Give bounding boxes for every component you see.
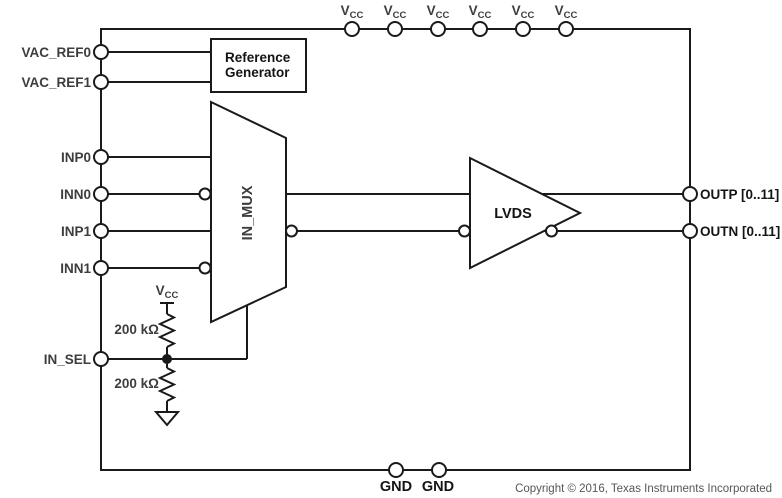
gnd-label-1: GND — [380, 479, 412, 495]
lvds-block — [469, 156, 583, 270]
vcc-label-resistor: VCC — [156, 283, 179, 301]
left-pins: VAC_REF0 VAC_REF1 INP0 INN0 INP1 INN1 IN… — [21, 44, 109, 367]
lvds-input-inversion-bubble — [458, 224, 471, 238]
inp1-label: INP1 — [61, 224, 92, 239]
in-sel-label: IN_SEL — [44, 352, 91, 367]
reference-generator-label-line1: Reference — [225, 50, 291, 65]
vcc-label-1: VCC — [341, 3, 364, 21]
in-mux-block — [210, 100, 287, 324]
inn1-label: INN1 — [60, 261, 91, 276]
right-pins: OUTP [0..11] OUTN [0..11] — [682, 186, 780, 239]
inp0-label: INP0 — [61, 150, 91, 165]
outp-label: OUTP [0..11] — [700, 187, 779, 202]
vcc-label-6: VCC — [555, 3, 578, 21]
resistor-pullup-symbol — [157, 313, 177, 348]
vac-ref0-pin — [93, 44, 109, 60]
inn0-label: INN0 — [60, 187, 91, 202]
junction-dot — [162, 354, 172, 364]
outn-pin — [682, 223, 698, 239]
mux-output-inversion-bubble — [285, 224, 298, 238]
reference-generator-label-line2: Generator — [225, 65, 290, 80]
vac-ref1-label: VAC_REF1 — [21, 75, 91, 90]
reference-generator-block — [210, 38, 307, 93]
rail-loop-wire — [100, 28, 691, 471]
vac-ref0-label: VAC_REF0 — [21, 45, 91, 60]
in-mux-label: IN_MUX — [240, 185, 256, 240]
lvds-label: LVDS — [494, 206, 532, 222]
vcc-pins-top: VCC VCC VCC VCC VCC VCC — [341, 3, 578, 37]
vcc-pin-6 — [558, 21, 574, 37]
vcc-pin-4 — [472, 21, 488, 37]
inn1-inversion-bubble — [198, 261, 212, 275]
pulldown-resistor-value: 200 kΩ — [114, 376, 159, 391]
outp-pin — [682, 186, 698, 202]
gnd-pin-1 — [388, 462, 404, 478]
vcc-pin-5 — [515, 21, 531, 37]
vcc-label-5: VCC — [512, 3, 535, 21]
vcc-label-2: VCC — [384, 3, 407, 21]
vcc-label-4: VCC — [469, 3, 492, 21]
ground-symbol — [153, 411, 181, 427]
vcc-pin-2 — [387, 21, 403, 37]
vcc-pin-3 — [430, 21, 446, 37]
copyright-text: Copyright © 2016, Texas Instruments Inco… — [515, 483, 772, 495]
inn0-inversion-bubble — [198, 187, 212, 201]
outn-label: OUTN [0..11] — [700, 224, 780, 239]
pullup-resistor-value: 200 kΩ — [114, 322, 159, 337]
inp1-pin — [93, 223, 109, 239]
vac-ref1-pin — [93, 74, 109, 90]
in-sel-pin — [93, 351, 109, 367]
vcc-label-3: VCC — [427, 3, 450, 21]
inn0-pin — [93, 186, 109, 202]
gnd-pins: GND GND — [380, 462, 454, 495]
resistor-pulldown-symbol — [157, 367, 177, 402]
inp0-pin — [93, 149, 109, 165]
gnd-label-2: GND — [422, 479, 454, 495]
lvds-output-inversion-bubble — [545, 224, 558, 238]
gnd-pin-2 — [431, 462, 447, 478]
inn1-pin — [93, 260, 109, 276]
vcc-pin-1 — [344, 21, 360, 37]
